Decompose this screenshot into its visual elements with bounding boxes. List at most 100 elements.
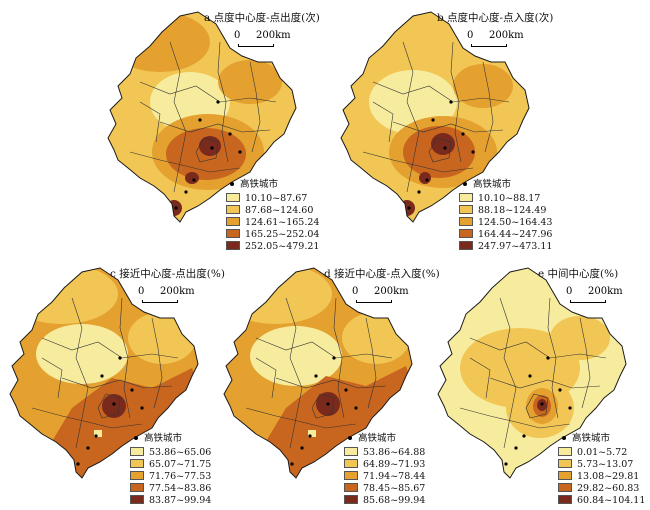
legend-class-4: 164.44~247.96 [459, 229, 552, 240]
legend-swatch [130, 459, 144, 468]
legend-class-3: 124.61~165.24 [226, 217, 319, 228]
legend-city-entry: 高铁城市 [130, 432, 211, 446]
legend-swatch [459, 205, 473, 214]
legend-range: 165.25~252.04 [245, 229, 320, 240]
legend-range: 124.50~164.43 [478, 217, 553, 228]
legend-range: 60.84~104.11 [577, 495, 646, 506]
legend-swatch [558, 495, 572, 504]
legend-city-entry: 高铁城市 [558, 432, 645, 446]
legend-class-3: 71.76~77.53 [130, 471, 211, 482]
legend-range: 85.68~99.94 [363, 495, 426, 506]
scale-bar: 0 200km [138, 286, 208, 306]
legend-class-5: 247.97~473.11 [459, 241, 552, 252]
map-panel-a: a 点度中心度-点出度(次) 0 200km 高铁城市 10.10~87.67 … [100, 2, 320, 253]
legend-range: 87.68~124.60 [245, 205, 314, 216]
legend-class-3: 13.08~29.81 [558, 471, 645, 482]
legend-range: 13.08~29.81 [577, 471, 640, 482]
region-map [340, 11, 530, 223]
region-map [107, 11, 297, 223]
map-legend: 高铁城市 53.86~65.06 65.07~71.75 71.76~77.53… [130, 432, 211, 507]
legend-range: 77.54~83.86 [149, 483, 212, 494]
legend-class-3: 124.50~164.43 [459, 217, 552, 228]
legend-class-1: 0.01~5.72 [558, 447, 645, 458]
legend-city-entry: 高铁城市 [344, 432, 425, 446]
legend-city-entry: 高铁城市 [226, 178, 319, 192]
legend-class-2: 88.18~124.49 [459, 205, 552, 216]
legend-swatch [558, 483, 572, 492]
city-dot-icon [463, 182, 467, 186]
legend-range: 124.61~165.24 [245, 217, 320, 228]
map-title: c 接近中心度-点出度(%) [110, 268, 225, 280]
legend-class-1: 10.10~87.67 [226, 193, 319, 204]
map-legend: 高铁城市 10.10~87.67 87.68~124.60 124.61~165… [226, 178, 319, 253]
legend-city-label: 高铁城市 [144, 433, 183, 444]
legend-class-2: 5.73~13.07 [558, 459, 645, 470]
legend-class-1: 53.86~65.06 [130, 447, 211, 458]
scale-zero-label: 0 [138, 286, 145, 297]
scale-bar: 0 200km [467, 30, 537, 50]
legend-range: 5.73~13.07 [577, 459, 634, 470]
scale-zero-label: 0 [566, 286, 573, 297]
legend-swatch [459, 241, 473, 250]
region-map [223, 267, 413, 479]
legend-swatch [226, 241, 240, 250]
legend-range: 78.45~85.67 [363, 483, 426, 494]
legend-class-2: 87.68~124.60 [226, 205, 319, 216]
legend-swatch [344, 483, 358, 492]
legend-class-1: 10.10~88.17 [459, 193, 552, 204]
legend-class-3: 71.94~78.44 [344, 471, 425, 482]
legend-city-label: 高铁城市 [358, 433, 397, 444]
scale-distance-label: 200km [256, 30, 291, 41]
map-panel-e: e 中间中心度(%) 0 200km 高铁城市 0.01~5.72 5.73~1… [430, 258, 646, 508]
legend-range: 88.18~124.49 [478, 205, 547, 216]
scale-line [356, 300, 392, 303]
map-panel-d: d 接近中心度-点入度(%) 0 200km 高铁城市 53.86~64.88 … [216, 258, 440, 508]
map-title: a 点度中心度-点出度(次) [204, 12, 320, 24]
legend-range: 164.44~247.96 [478, 229, 553, 240]
legend-range: 64.89~71.93 [363, 459, 426, 470]
scale-bar: 0 200km [566, 286, 636, 306]
region-map [9, 267, 199, 479]
legend-swatch [558, 459, 572, 468]
map-legend: 高铁城市 53.86~64.88 64.89~71.93 71.94~78.44… [344, 432, 425, 507]
scale-line [471, 44, 507, 47]
scale-zero-label: 0 [352, 286, 359, 297]
scale-zero-label: 0 [234, 30, 241, 41]
legend-swatch [459, 229, 473, 238]
legend-swatch [344, 495, 358, 504]
city-dot-icon [134, 436, 138, 440]
legend-range: 53.86~65.06 [149, 447, 212, 458]
legend-city-label: 高铁城市 [240, 179, 279, 190]
legend-swatch [226, 205, 240, 214]
legend-swatch [130, 495, 144, 504]
legend-swatch [558, 471, 572, 480]
map-title: e 中间中心度(%) [538, 268, 619, 280]
legend-swatch [130, 483, 144, 492]
legend-class-5: 85.68~99.94 [344, 495, 425, 506]
map-title: b 点度中心度-点入度(次) [437, 12, 554, 24]
legend-class-5: 60.84~104.11 [558, 495, 645, 506]
legend-swatch [226, 229, 240, 238]
legend-class-4: 29.82~60.83 [558, 483, 645, 494]
legend-range: 10.10~87.67 [245, 193, 308, 204]
legend-class-4: 77.54~83.86 [130, 483, 211, 494]
city-dot-icon [348, 436, 352, 440]
legend-class-5: 83.87~99.94 [130, 495, 211, 506]
legend-swatch [558, 447, 572, 456]
legend-city-entry: 高铁城市 [459, 178, 552, 192]
legend-range: 0.01~5.72 [577, 447, 628, 458]
map-title: d 接近中心度-点入度(%) [324, 268, 440, 280]
legend-swatch [459, 217, 473, 226]
city-dot-icon [230, 182, 234, 186]
legend-range: 71.94~78.44 [363, 471, 426, 482]
legend-class-4: 165.25~252.04 [226, 229, 319, 240]
region-map [437, 267, 627, 479]
scale-distance-label: 200km [160, 286, 195, 297]
legend-range: 10.10~88.17 [478, 193, 541, 204]
legend-swatch [344, 447, 358, 456]
legend-swatch [130, 447, 144, 456]
legend-class-1: 53.86~64.88 [344, 447, 425, 458]
scale-distance-label: 200km [588, 286, 623, 297]
legend-swatch [226, 217, 240, 226]
scale-line [142, 300, 178, 303]
